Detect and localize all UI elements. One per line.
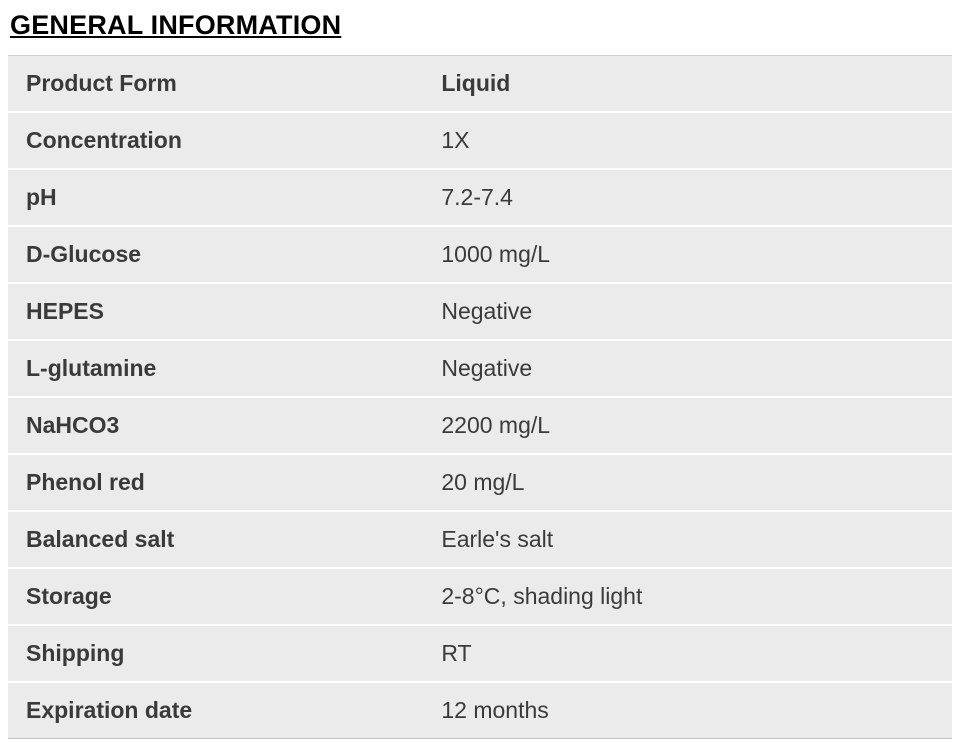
table-row: Expiration date 12 months [8, 682, 952, 739]
row-label: D-Glucose [8, 226, 423, 283]
table-row: HEPES Negative [8, 283, 952, 340]
table-row: Phenol red 20 mg/L [8, 454, 952, 511]
row-value: 2200 mg/L [423, 397, 952, 454]
table-row: Shipping RT [8, 625, 952, 682]
row-value: Negative [423, 283, 952, 340]
row-value: 12 months [423, 682, 952, 739]
row-label: pH [8, 169, 423, 226]
table-header-row: Product Form Liquid [8, 56, 952, 113]
table-row: L-glutamine Negative [8, 340, 952, 397]
row-label: L-glutamine [8, 340, 423, 397]
row-value: 20 mg/L [423, 454, 952, 511]
general-info-table: Product Form Liquid Concentration 1X pH … [8, 55, 952, 739]
row-label: HEPES [8, 283, 423, 340]
row-value: 1X [423, 112, 952, 169]
row-value: RT [423, 625, 952, 682]
row-label: Concentration [8, 112, 423, 169]
table-body: Product Form Liquid Concentration 1X pH … [8, 56, 952, 739]
row-value: 7.2-7.4 [423, 169, 952, 226]
row-label: Storage [8, 568, 423, 625]
row-value: 1000 mg/L [423, 226, 952, 283]
row-label: Balanced salt [8, 511, 423, 568]
row-value: Earle's salt [423, 511, 952, 568]
table-row: Balanced salt Earle's salt [8, 511, 952, 568]
row-value: 2-8°C, shading light [423, 568, 952, 625]
row-label: NaHCO3 [8, 397, 423, 454]
table-row: NaHCO3 2200 mg/L [8, 397, 952, 454]
row-label: Expiration date [8, 682, 423, 739]
table-row: Concentration 1X [8, 112, 952, 169]
table-row: pH 7.2-7.4 [8, 169, 952, 226]
header-value: Liquid [423, 56, 952, 113]
row-label: Shipping [8, 625, 423, 682]
row-value: Negative [423, 340, 952, 397]
header-label: Product Form [8, 56, 423, 113]
row-label: Phenol red [8, 454, 423, 511]
table-row: Storage 2-8°C, shading light [8, 568, 952, 625]
table-row: D-Glucose 1000 mg/L [8, 226, 952, 283]
section-title: GENERAL INFORMATION [10, 10, 952, 41]
